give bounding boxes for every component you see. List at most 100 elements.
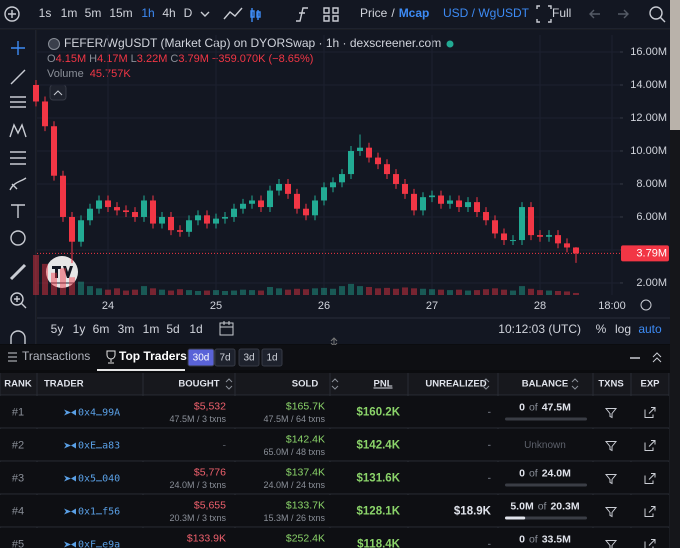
trader-address[interactable]: 0x1…f56	[78, 507, 120, 518]
interval-button[interactable]: 1s	[39, 6, 52, 20]
interval-button[interactable]: 1m	[61, 6, 78, 20]
collapse-button[interactable]	[49, 84, 67, 101]
volume-bar	[339, 286, 345, 295]
row-bg	[0, 528, 669, 548]
explorer-icon[interactable]	[644, 407, 656, 418]
interval-button[interactable]: 1h	[141, 6, 154, 20]
balance-held: 5.0M	[510, 500, 534, 512]
search-icon[interactable]	[649, 6, 663, 20]
volume-bar	[420, 288, 426, 295]
measure-tool[interactable]	[9, 263, 27, 281]
redo-icon[interactable]	[618, 9, 629, 19]
volume-bar	[240, 289, 246, 295]
range-button[interactable]: 1y	[73, 322, 86, 336]
filter-icon[interactable]	[604, 408, 618, 419]
emoji-tool[interactable]	[10, 230, 26, 246]
interval-button[interactable]: 15m	[109, 6, 132, 20]
pattern-tool[interactable]	[9, 123, 27, 138]
line-type-icon[interactable]	[223, 7, 243, 20]
magnet-tool[interactable]	[10, 330, 26, 344]
balance-total: 47.5M	[542, 401, 571, 413]
interval-dropdown[interactable]	[200, 11, 210, 17]
tool-strip	[0, 30, 36, 344]
filter-icon[interactable]	[604, 507, 618, 518]
bought-amount: $133.9K	[187, 532, 226, 544]
fullscreen-icon[interactable]	[536, 5, 552, 23]
period-button[interactable]: 3d	[243, 353, 254, 364]
period-button[interactable]: 7d	[219, 353, 230, 364]
scale-option[interactable]: auto	[638, 322, 662, 336]
explorer-icon[interactable]	[644, 506, 656, 517]
candle-body	[312, 200, 318, 216]
price-mcap-toggle[interactable]: Price / Mcap	[360, 6, 429, 20]
period-button-bg[interactable]	[214, 348, 236, 367]
tab[interactable]: Transactions	[22, 349, 90, 363]
explorer-icon[interactable]	[644, 473, 656, 484]
trader-address[interactable]: 0x4…99A	[78, 408, 120, 419]
projection-tool[interactable]	[10, 151, 26, 165]
brush-tool[interactable]	[9, 177, 27, 191]
volume-bar	[330, 288, 336, 295]
period-button-bg[interactable]	[261, 348, 283, 367]
crosshair-tool[interactable]	[11, 41, 25, 55]
row-bg	[0, 396, 669, 428]
period-button-bg[interactable]	[238, 348, 260, 367]
fib-tool[interactable]	[10, 96, 26, 108]
period-button-bg[interactable]	[187, 348, 215, 367]
candle-body	[546, 235, 552, 237]
column-header[interactable]: BOUGHT	[178, 379, 219, 390]
column-header[interactable]: BALANCE	[522, 379, 568, 390]
volume-bar	[222, 291, 228, 295]
candle-type-icon[interactable]	[250, 8, 261, 22]
candle-body	[483, 212, 489, 221]
scale-option[interactable]: %	[596, 322, 607, 336]
filter-icon[interactable]	[604, 540, 618, 548]
settings-icon[interactable]	[640, 299, 652, 311]
period-button[interactable]: 1d	[266, 353, 277, 364]
wallet-icon	[64, 409, 76, 416]
ohlc-key: L	[131, 53, 137, 65]
range-button[interactable]: 6m	[93, 322, 110, 336]
y-tick-label: 2.00M	[636, 277, 667, 289]
candle-body	[366, 147, 372, 158]
scale-option[interactable]: log	[615, 322, 631, 336]
trader-address[interactable]: 0xE…a83	[78, 441, 120, 452]
indicator-icon[interactable]	[296, 7, 308, 22]
volume-bar	[186, 290, 192, 295]
undo-icon[interactable]	[589, 9, 600, 19]
candle-body	[105, 200, 111, 208]
volume-bar	[348, 283, 354, 295]
range-button[interactable]: 5d	[166, 322, 179, 336]
trader-address[interactable]: 0x5…040	[78, 474, 120, 485]
interval-button[interactable]: D	[184, 6, 193, 20]
ohlc-key: C	[170, 53, 178, 65]
date-range-icon[interactable]	[219, 321, 234, 336]
column-header[interactable]: UNREALIZED	[425, 379, 486, 390]
zoom-tool[interactable]	[10, 292, 24, 306]
currency-toggle[interactable]: USD / WgUSDT	[443, 6, 530, 20]
range-button[interactable]: 1d	[189, 322, 202, 336]
candle-body	[501, 233, 507, 241]
volume-bar	[204, 290, 210, 295]
filter-icon[interactable]	[604, 441, 618, 452]
fullscreen-button[interactable]: Full	[552, 6, 571, 20]
range-button[interactable]: 5y	[51, 322, 64, 336]
trader-address[interactable]: 0xF…e9a	[78, 540, 120, 548]
text-tool[interactable]	[11, 204, 25, 218]
volume-bar	[42, 263, 48, 295]
range-button[interactable]: 1m	[143, 322, 160, 336]
interval-button[interactable]: 4h	[162, 6, 175, 20]
trendline-tool[interactable]	[10, 69, 26, 85]
explorer-icon[interactable]	[644, 539, 656, 548]
period-button[interactable]: 30d	[193, 353, 210, 364]
column-header[interactable]: SOLD	[292, 379, 319, 390]
candle-body	[573, 247, 579, 254]
interval-button[interactable]: 5m	[85, 6, 102, 20]
add-icon[interactable]	[4, 6, 20, 22]
layout-icon[interactable]	[323, 7, 339, 22]
explorer-icon[interactable]	[644, 440, 656, 451]
filter-icon[interactable]	[604, 474, 618, 485]
expand-icon[interactable]	[652, 352, 662, 363]
range-button[interactable]: 3m	[118, 322, 135, 336]
tab[interactable]: Top Traders	[119, 349, 187, 363]
